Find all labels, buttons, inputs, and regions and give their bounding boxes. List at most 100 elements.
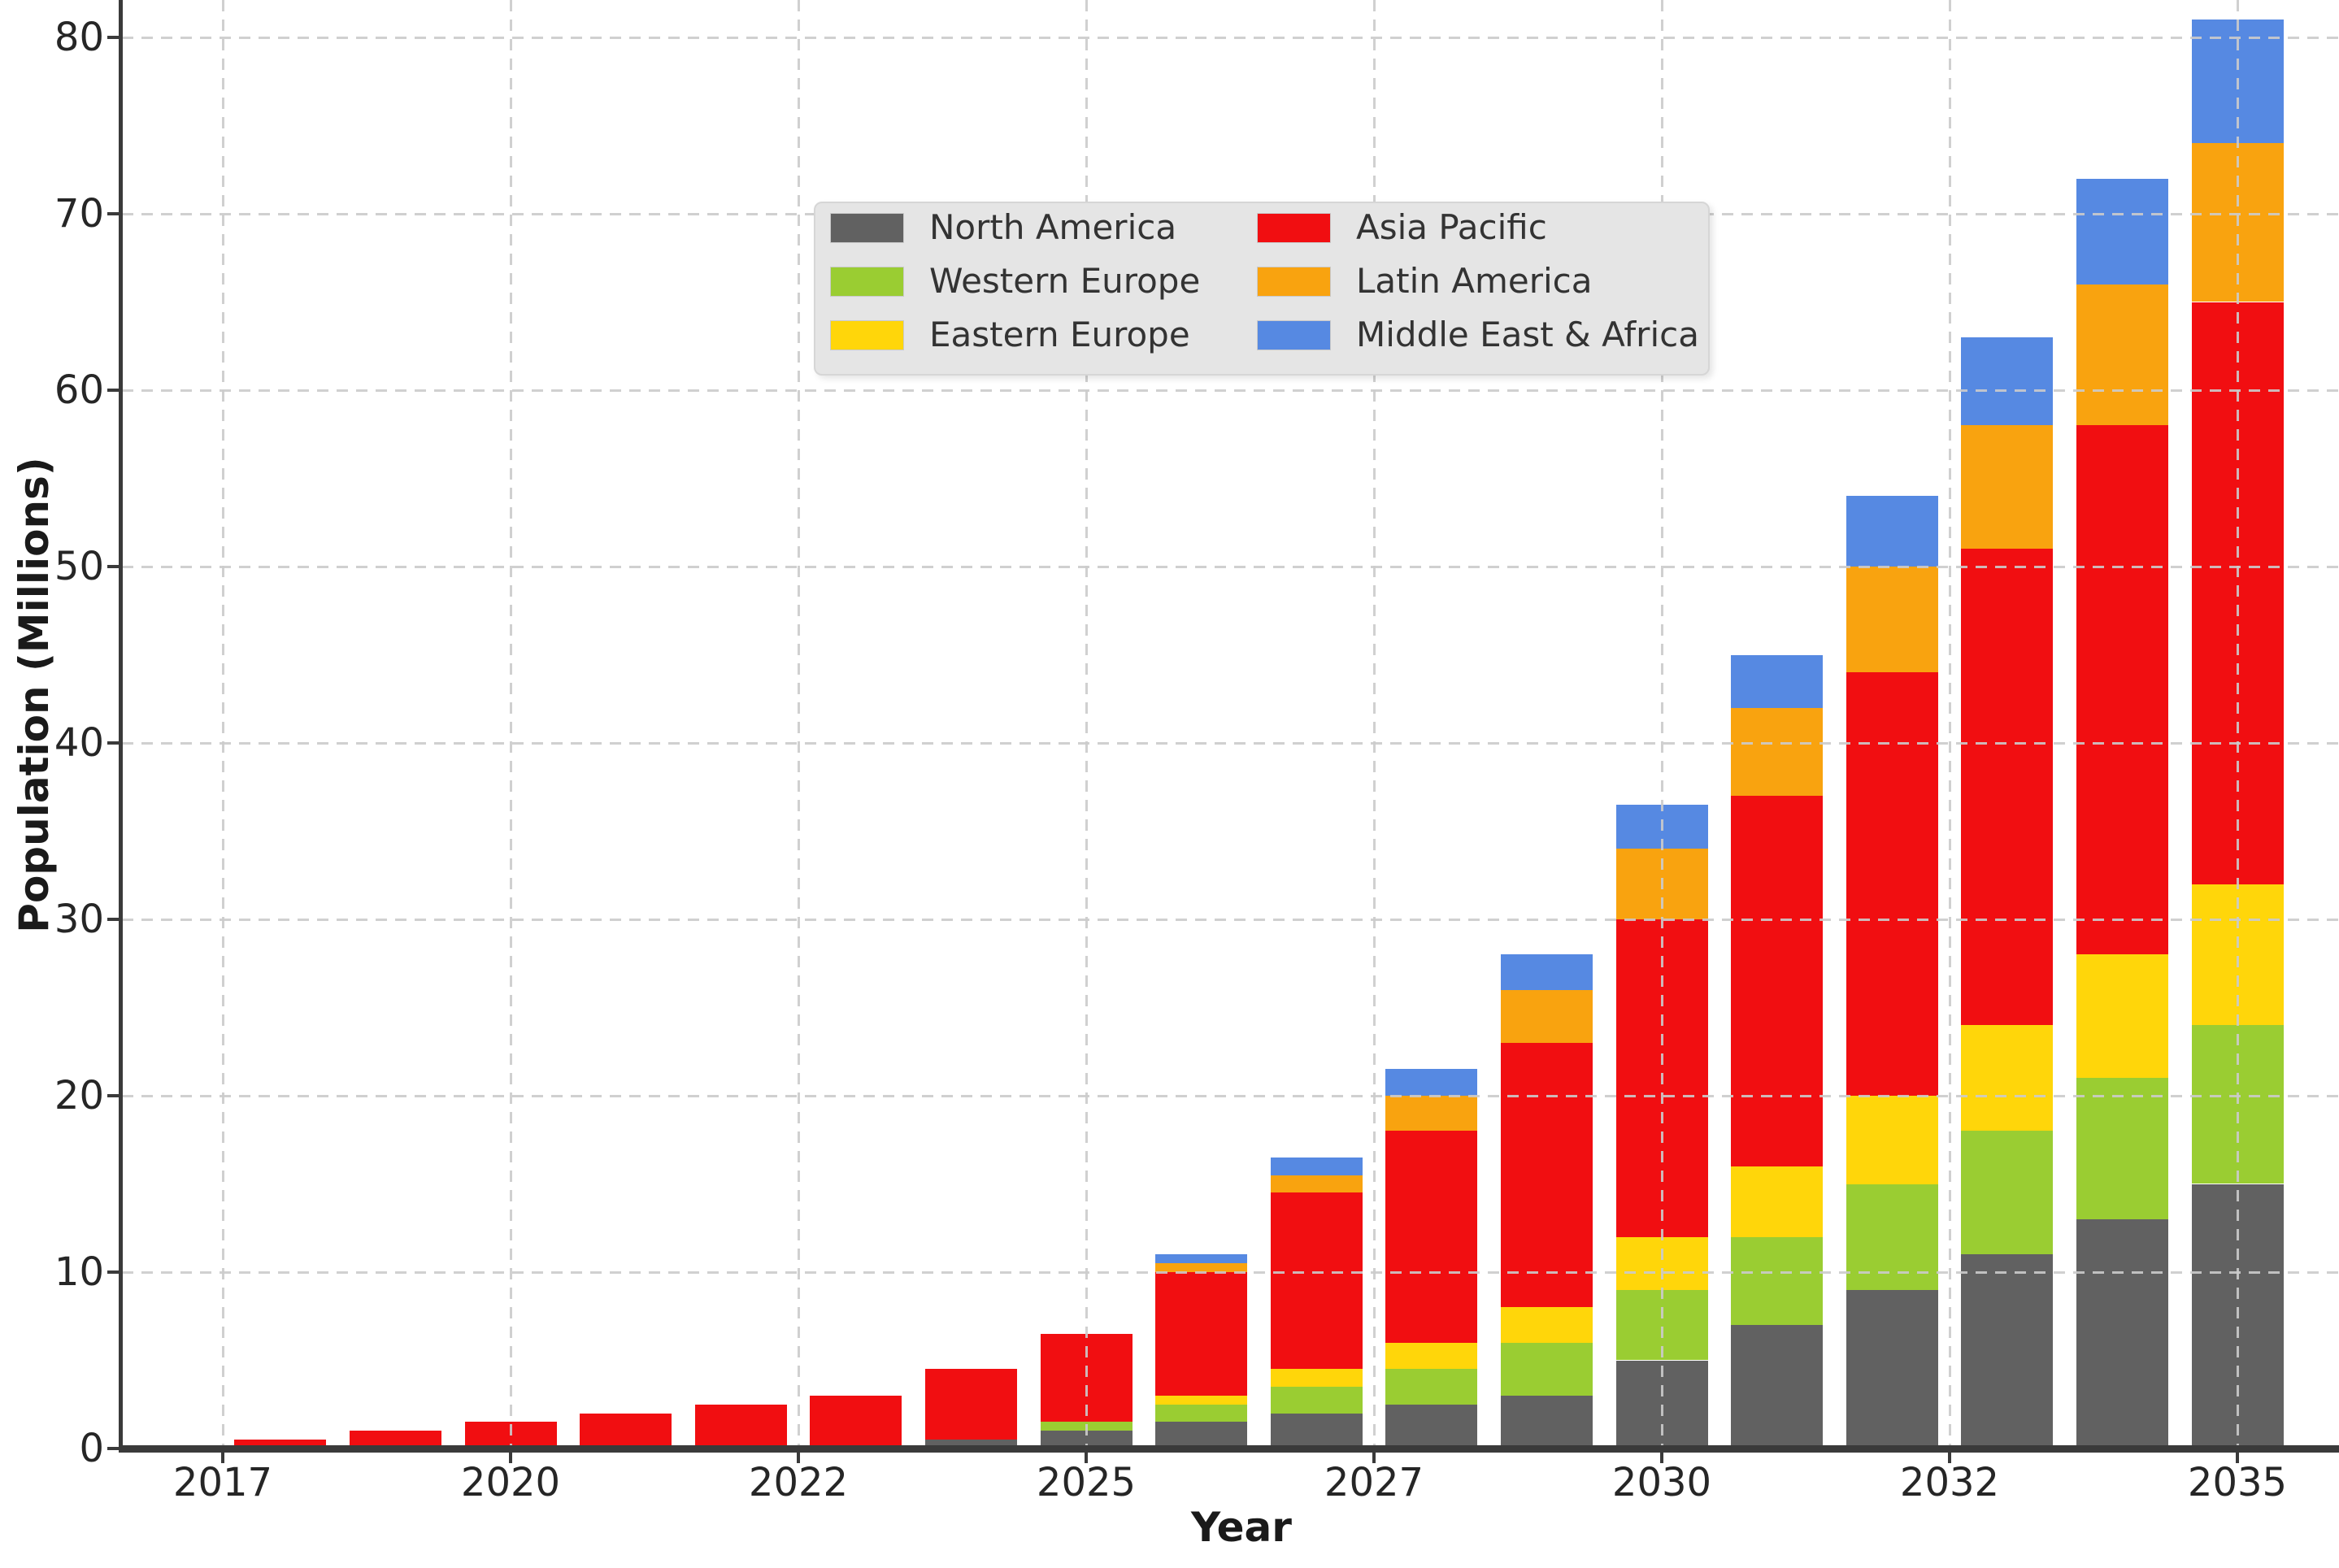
bar-segment-2033-middle-east-africa	[1961, 337, 2054, 426]
x-tickmark-2027	[1372, 1453, 1376, 1463]
legend-label: Asia Pacific	[1356, 207, 1547, 247]
bar-segment-2028-eastern-europe	[1385, 1342, 1478, 1370]
x-tickmark-2020	[509, 1453, 512, 1463]
legend-label: North America	[929, 207, 1177, 247]
y-tickmark-80	[107, 36, 119, 39]
y-tick-label-60: 60	[54, 367, 104, 413]
legend-item-north-america: North America	[815, 206, 1708, 249]
bar-segment-2033-north-america	[1961, 1254, 2054, 1449]
x-gridline-2030	[1661, 0, 1663, 1445]
y-gridline-40	[122, 742, 2339, 745]
y-axis-title: Population (Millions)	[11, 457, 58, 933]
legend-item-western-europe: Western Europe	[815, 260, 1708, 302]
bar-segment-2033-eastern-europe	[1961, 1025, 2054, 1131]
legend-swatch-icon	[1257, 320, 1331, 350]
bar-segment-2028-western-europe	[1385, 1369, 1478, 1405]
bar-segment-2029-latin-america	[1500, 989, 1593, 1043]
y-gridline-20	[122, 1095, 2339, 1097]
bar-segment-2033-latin-america	[1961, 425, 2054, 549]
x-tick-label-2035: 2035	[2187, 1460, 2288, 1505]
bar-segment-2032-middle-east-africa	[1846, 496, 1938, 567]
x-axis-line	[119, 1445, 2339, 1453]
y-gridline-50	[122, 566, 2339, 568]
legend-item-middle-east-africa: Middle East & Africa	[815, 314, 1708, 356]
bar-segment-2031-middle-east-africa	[1731, 654, 1824, 708]
legend-swatch-icon	[830, 320, 904, 350]
x-tick-label-2020: 2020	[460, 1460, 561, 1505]
bar-segment-2018-asia-pacific	[234, 1440, 327, 1449]
y-gridline-30	[122, 919, 2339, 921]
bar-segment-2031-north-america	[1731, 1325, 1824, 1449]
y-tickmark-0	[107, 1447, 119, 1450]
legend-item-eastern-europe: Eastern Europe	[815, 314, 1708, 356]
x-tickmark-2032	[1948, 1453, 1951, 1463]
y-tickmark-70	[107, 212, 119, 215]
bar-segment-2029-middle-east-africa	[1500, 954, 1593, 990]
bar-segment-2031-latin-america	[1731, 707, 1824, 797]
bar-segment-2032-north-america	[1846, 1289, 1938, 1449]
bar-segment-2021-asia-pacific	[580, 1413, 672, 1449]
y-tick-label-20: 20	[54, 1073, 104, 1118]
bar-segment-2026-asia-pacific	[1155, 1272, 1248, 1396]
bar-segment-2034-eastern-europe	[2076, 954, 2168, 1079]
y-gridline-80	[122, 37, 2339, 39]
bar-segment-2024-north-america	[924, 1440, 1017, 1449]
x-tickmark-2025	[1085, 1453, 1088, 1463]
x-tick-label-2022: 2022	[748, 1460, 849, 1505]
bar-segment-2027-eastern-europe	[1270, 1369, 1363, 1388]
y-tickmark-40	[107, 741, 119, 745]
bar-segment-2033-asia-pacific	[1961, 549, 2054, 1026]
bar-segment-2027-north-america	[1270, 1413, 1363, 1449]
bar-segment-2026-middle-east-africa	[1155, 1254, 1248, 1264]
x-gridline-2035	[2237, 0, 2239, 1445]
legend-box: North America Western Europe Eastern Europ…	[814, 202, 1710, 376]
legend-label: Latin America	[1356, 261, 1593, 301]
x-gridline-2017	[222, 0, 224, 1445]
y-tickmark-30	[107, 918, 119, 921]
y-tick-label-70: 70	[54, 191, 104, 237]
y-tick-label-0: 0	[79, 1426, 104, 1471]
bar-segment-2022-asia-pacific	[694, 1404, 787, 1449]
bar-segment-2032-latin-america	[1846, 567, 1938, 673]
y-axis-line	[119, 0, 123, 1453]
legend-swatch-icon	[830, 213, 904, 243]
x-gridline-2022	[798, 0, 800, 1445]
legend-label: Western Europe	[929, 261, 1201, 301]
x-tick-label-2032: 2032	[1899, 1460, 2000, 1505]
bar-segment-2026-latin-america	[1155, 1263, 1248, 1272]
x-tickmark-2035	[2236, 1453, 2239, 1463]
bar-segment-2032-eastern-europe	[1846, 1096, 1938, 1184]
y-tickmark-20	[107, 1094, 119, 1097]
y-tick-label-30: 30	[54, 897, 104, 942]
bar-segment-2026-north-america	[1155, 1422, 1248, 1449]
x-axis-title: Year	[1191, 1504, 1292, 1551]
bar-segment-2034-western-europe	[2076, 1078, 2168, 1219]
x-tick-label-2027: 2027	[1324, 1460, 1424, 1505]
bar-segment-2032-asia-pacific	[1846, 672, 1938, 1096]
bar-segment-2034-latin-america	[2076, 284, 2168, 426]
bar-segment-2026-western-europe	[1155, 1404, 1248, 1422]
bar-segment-2028-latin-america	[1385, 1096, 1478, 1131]
bar-segment-2027-asia-pacific	[1270, 1192, 1363, 1370]
bar-segment-2031-asia-pacific	[1731, 796, 1824, 1166]
bar-segment-2028-middle-east-africa	[1385, 1069, 1478, 1096]
legend-swatch-icon	[1257, 267, 1331, 297]
bar-segment-2024-asia-pacific	[924, 1369, 1017, 1440]
x-gridline-2027	[1373, 0, 1376, 1445]
y-gridline-60	[122, 389, 2339, 392]
bar-segment-2029-north-america	[1500, 1395, 1593, 1449]
bar-segment-2027-latin-america	[1270, 1175, 1363, 1193]
x-tick-label-2030: 2030	[1611, 1460, 1712, 1505]
x-gridline-2020	[510, 0, 512, 1445]
bar-segment-2032-western-europe	[1846, 1184, 1938, 1290]
bar-segment-2029-asia-pacific	[1500, 1042, 1593, 1308]
bar-segment-2019-asia-pacific	[349, 1431, 441, 1449]
x-tickmark-2017	[221, 1453, 224, 1463]
bar-segment-2028-north-america	[1385, 1404, 1478, 1449]
legend-swatch-icon	[830, 267, 904, 297]
bar-segment-2026-eastern-europe	[1155, 1395, 1248, 1405]
y-tick-label-10: 10	[54, 1249, 104, 1295]
y-tickmark-60	[107, 389, 119, 392]
x-tick-label-2025: 2025	[1036, 1460, 1137, 1505]
